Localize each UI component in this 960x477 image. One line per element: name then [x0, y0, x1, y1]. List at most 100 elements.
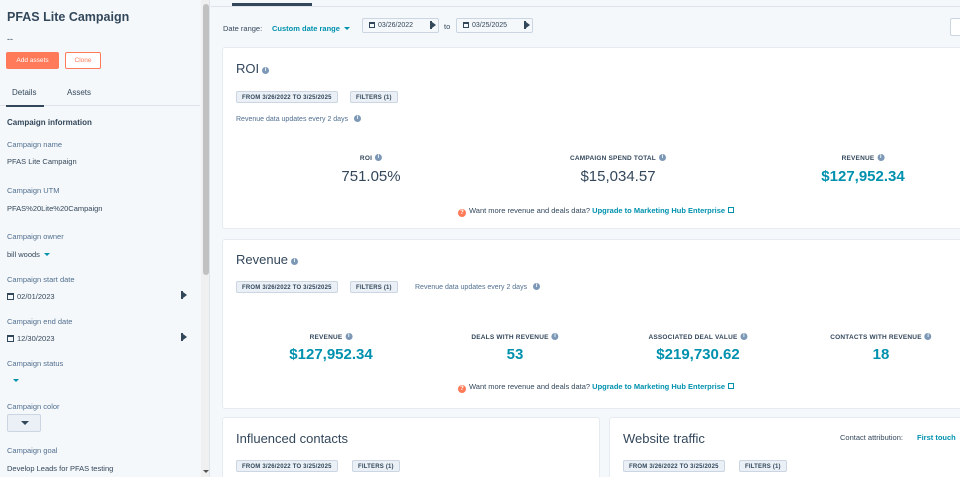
clear-date-icon[interactable] [524, 21, 530, 29]
metric-label-text: DEALS WITH REVENUE [471, 334, 549, 341]
metric-value-contacts[interactable]: 18 [872, 346, 890, 363]
owner-value: bill woods [7, 250, 40, 259]
scrollbar-thumb[interactable] [203, 4, 209, 275]
date-to-input[interactable]: 03/25/2025 [456, 18, 533, 33]
date-range-tag: FROM 3/26/2022 TO 3/25/2025 [236, 460, 338, 472]
upsell-banner: ? Want more revenue and deals data? Upgra… [458, 206, 735, 217]
attribution-select[interactable]: First touch [917, 433, 956, 442]
metric-label-text: REVENUE [841, 155, 875, 162]
clear-date-icon[interactable] [181, 333, 187, 341]
campaign-name-value[interactable]: PFAS Lite Campaign [7, 157, 77, 166]
start-date-label: Campaign start date [7, 275, 75, 284]
metric-label-revenue: REVENUE i [842, 154, 885, 162]
metric-value-spend: $15,034.57 [580, 168, 656, 185]
main-content: Date range: Custom date range 03/26/2022… [211, 0, 960, 477]
campaign-status-select[interactable] [7, 376, 19, 385]
info-icon[interactable]: i [924, 333, 932, 340]
metric-label-contacts: CONTACTS WITH REVENUE i [830, 333, 932, 341]
date-from-value: 03/26/2022 [378, 22, 414, 29]
campaign-color-select[interactable] [7, 414, 41, 432]
campaign-subtitle: -- [7, 34, 13, 44]
info-icon[interactable]: i [877, 154, 885, 161]
date-range-select[interactable]: Custom date range [272, 24, 350, 33]
date-range-label: Date range: [223, 24, 263, 33]
metric-value-deals[interactable]: 53 [506, 346, 524, 363]
end-date-value: 12/30/2023 [17, 334, 55, 343]
metric-label-text: REVENUE [309, 334, 343, 341]
external-link-icon [728, 383, 735, 389]
revenue-card: Revenue i FROM 3/26/2022 TO 3/25/2025 FIL… [222, 239, 960, 409]
end-date-label: Campaign end date [7, 317, 73, 326]
campaign-owner-select[interactable]: bill woods [7, 250, 50, 259]
chevron-down-icon [343, 27, 350, 30]
influenced-contacts-title: Influenced contacts [236, 431, 349, 446]
update-note: Revenue data updates every 2 days i [236, 115, 362, 123]
date-from-input[interactable]: 03/26/2022 [362, 18, 439, 33]
filters-tag[interactable]: FILTERS (1) [350, 91, 398, 103]
toolbar-button[interactable] [950, 18, 960, 36]
upsell-banner: ? Want more revenue and deals data? Upgra… [458, 382, 735, 393]
clear-date-icon[interactable] [430, 21, 436, 29]
campaign-utm-value[interactable]: PFAS%20Lite%20Campaign [7, 204, 103, 213]
external-link-icon [728, 207, 735, 213]
update-note-text: Revenue data updates every 2 days [236, 116, 349, 123]
info-icon[interactable]: i [345, 333, 353, 340]
add-assets-button[interactable]: Add assets [6, 52, 59, 69]
tab-assets[interactable]: Assets [67, 88, 92, 97]
help-icon: ? [458, 209, 466, 217]
chevron-down-icon [43, 253, 50, 256]
filters-tag[interactable]: FILTERS (1) [739, 460, 787, 472]
campaign-name-label: Campaign name [7, 140, 63, 149]
date-range-tag: FROM 3/26/2022 TO 3/25/2025 [236, 91, 338, 103]
start-date-field[interactable]: 02/01/2023 [7, 292, 55, 301]
campaign-goal-value[interactable]: Develop Leads for PFAS testing [7, 464, 114, 473]
metric-value-revenue[interactable]: $127,952.34 [289, 346, 373, 363]
campaign-owner-label: Campaign owner [7, 232, 64, 241]
metric-value-roi: 751.05% [341, 168, 401, 185]
campaign-sidebar: PFAS Lite Campaign -- Add assets Clone D… [0, 0, 210, 477]
info-icon[interactable]: i [533, 283, 541, 290]
info-icon[interactable]: i [740, 333, 748, 340]
active-tab-indicator [232, 3, 312, 6]
clear-date-icon[interactable] [181, 291, 187, 299]
info-icon[interactable]: i [658, 154, 666, 161]
metric-label-revenue: REVENUE i [310, 333, 353, 341]
metric-label-spend: CAMPAIGN SPEND TOTAL i [570, 154, 666, 162]
upsell-text: Want more revenue and deals data? [469, 206, 591, 215]
roi-card: ROI i FROM 3/26/2022 TO 3/25/2025 FILTERS… [222, 47, 960, 229]
metric-value-revenue[interactable]: $127,952.34 [821, 168, 905, 185]
info-icon[interactable]: i [262, 67, 270, 74]
upsell-text: Want more revenue and deals data? [469, 382, 591, 391]
filters-tag[interactable]: FILTERS (1) [350, 281, 398, 293]
metric-label-deal-value: ASSOCIATED DEAL VALUE i [648, 333, 748, 341]
section-title: Campaign information [7, 118, 92, 127]
campaign-title: PFAS Lite Campaign [7, 10, 130, 24]
upgrade-link[interactable]: Upgrade to Marketing Hub Enterprise [592, 206, 726, 215]
end-date-field[interactable]: 12/30/2023 [7, 334, 55, 343]
date-range-tag: FROM 3/26/2022 TO 3/25/2025 [236, 281, 338, 293]
upgrade-link[interactable]: Upgrade to Marketing Hub Enterprise [592, 382, 726, 391]
sidebar-tabs: Details Assets [0, 82, 200, 107]
date-to-label: to [444, 22, 451, 31]
roi-title: ROI i [236, 61, 270, 76]
update-note: Revenue data updates every 2 days i [415, 283, 541, 291]
clone-button[interactable]: Clone [65, 52, 101, 69]
date-range-tag: FROM 3/26/2022 TO 3/25/2025 [623, 460, 725, 472]
scroll-down-arrow-icon[interactable] [203, 470, 209, 473]
info-icon[interactable]: i [291, 258, 299, 265]
info-icon[interactable]: i [354, 115, 362, 122]
attribution-label: Contact attribution: [840, 433, 903, 442]
tab-details[interactable]: Details [5, 88, 46, 107]
metric-value-deal-value[interactable]: $219,730.62 [656, 346, 740, 363]
metric-label-text: CONTACTS WITH REVENUE [830, 334, 922, 341]
website-traffic-card: Website traffic Contact attribution: Fir… [609, 417, 960, 477]
metric-label-text: CAMPAIGN SPEND TOTAL [570, 155, 656, 162]
chevron-down-icon [13, 379, 19, 382]
metric-label-deals: DEALS WITH REVENUE i [471, 333, 559, 341]
filters-tag[interactable]: FILTERS (1) [352, 460, 400, 472]
info-icon[interactable]: i [551, 333, 559, 340]
top-divider [211, 6, 960, 7]
date-to-value: 03/25/2025 [472, 22, 508, 29]
info-icon[interactable]: i [375, 154, 383, 161]
campaign-color-label: Campaign color [7, 402, 60, 411]
